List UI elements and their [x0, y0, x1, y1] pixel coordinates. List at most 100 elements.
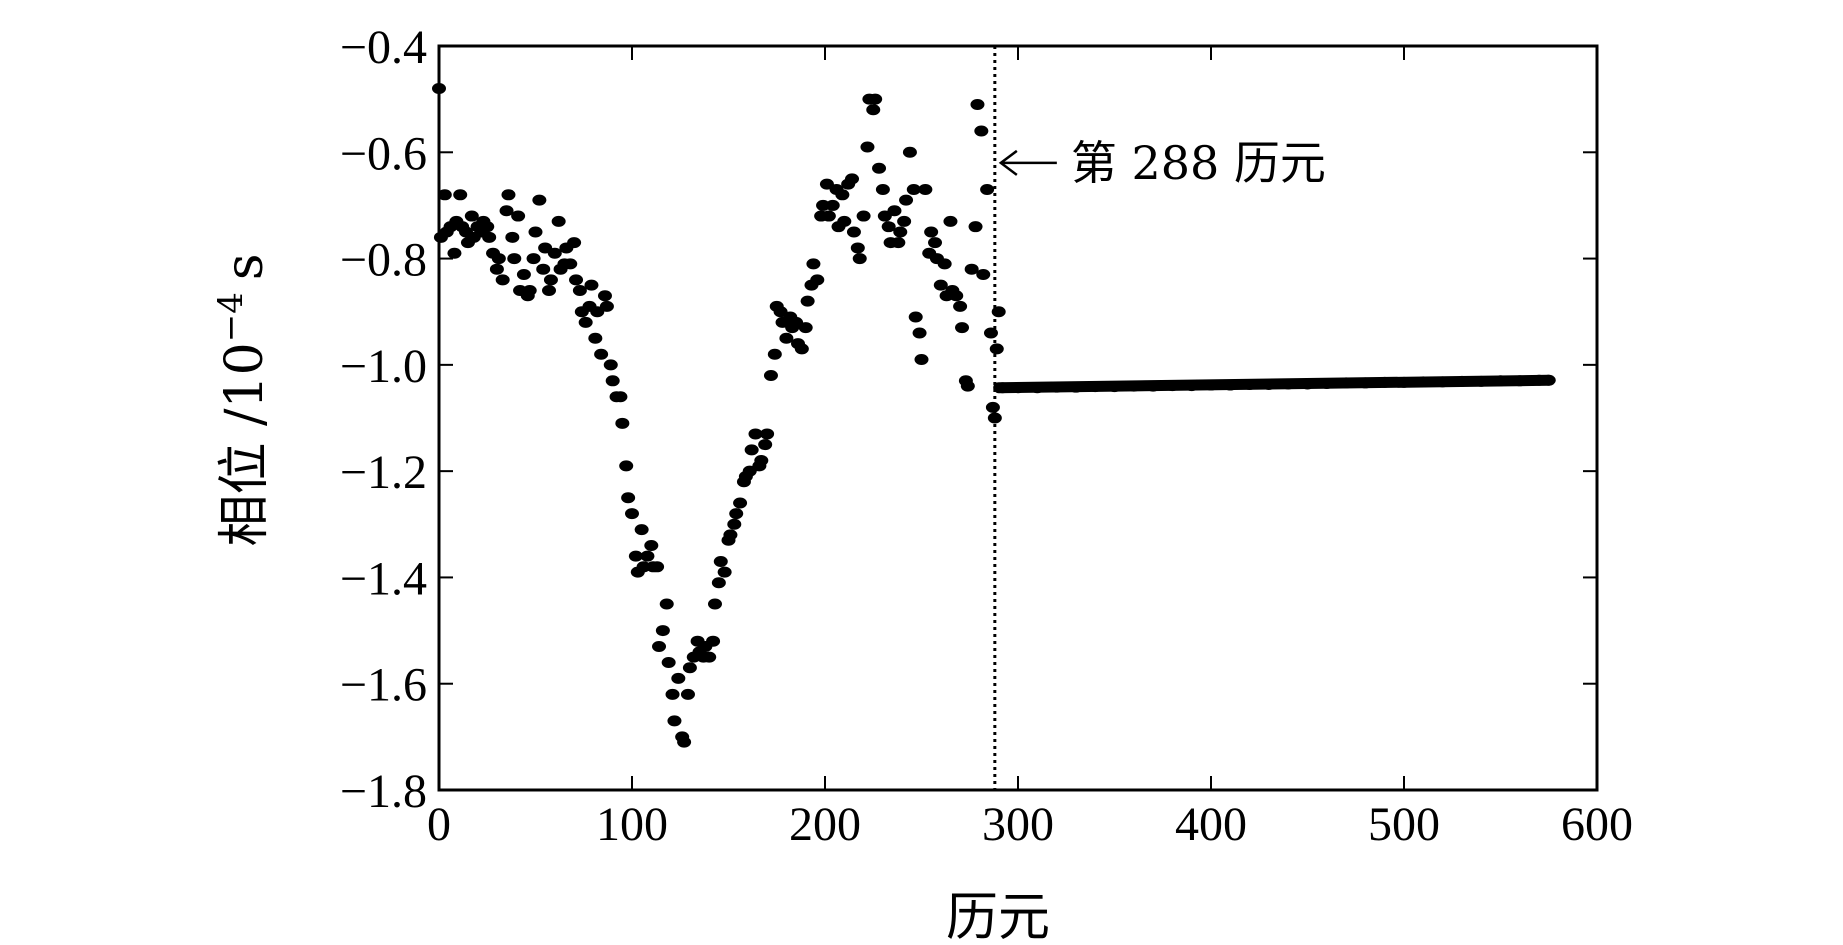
data-point: [1223, 379, 1238, 391]
data-point: [887, 205, 902, 217]
data-point: [937, 258, 952, 270]
data-point: [480, 221, 495, 233]
data-point: [597, 290, 612, 302]
data-point: [852, 253, 867, 265]
data-point: [680, 688, 695, 700]
data-point: [953, 300, 968, 312]
annotation-arrow-head: [998, 149, 1018, 176]
y-tick-label: −1.4: [340, 552, 427, 605]
data-point: [495, 274, 510, 286]
data-point: [860, 141, 875, 153]
data-point: [578, 316, 593, 328]
data-point: [567, 237, 582, 249]
data-point: [897, 215, 912, 227]
data-point: [532, 194, 547, 206]
data-point: [526, 253, 541, 265]
data-point: [594, 348, 609, 360]
data-point: [453, 189, 468, 201]
annotation-epoch-288: 第 288 历元: [1071, 136, 1326, 190]
data-point: [1397, 376, 1411, 388]
data-point: [800, 295, 815, 307]
data-point: [866, 104, 881, 116]
data-point: [501, 189, 516, 201]
data-point: [835, 189, 850, 201]
data-point: [893, 226, 908, 238]
data-point: [1512, 375, 1527, 387]
x-tick-label: 300: [982, 798, 1054, 851]
data-point: [914, 354, 929, 366]
data-point: [543, 274, 558, 286]
data-point: [640, 550, 655, 562]
data-point: [1068, 381, 1083, 393]
data-point: [970, 98, 985, 110]
data-point: [960, 380, 975, 392]
data-point: [1493, 375, 1508, 387]
data-point: [584, 279, 599, 291]
data-point: [912, 327, 927, 339]
data-point: [505, 231, 520, 243]
data-point: [928, 237, 943, 249]
data-point: [713, 555, 728, 567]
data-point: [744, 444, 759, 456]
data-point: [1049, 381, 1064, 393]
data-point: [754, 455, 769, 467]
x-tick-label: 0: [427, 798, 451, 851]
x-tick-label: 100: [596, 798, 668, 851]
data-point: [437, 189, 452, 201]
data-point: [1204, 379, 1218, 391]
x-axis-title: 历元: [946, 888, 1050, 945]
data-point: [846, 226, 861, 238]
data-point: [943, 215, 958, 227]
data-point: [547, 247, 562, 259]
data-point: [563, 258, 578, 270]
data-point: [522, 284, 537, 296]
data-point: [1541, 374, 1556, 386]
data-point: [491, 253, 506, 265]
data-point: [1030, 382, 1045, 394]
data-point: [671, 672, 686, 684]
data-point: [798, 322, 813, 334]
data-point: [933, 279, 948, 291]
data-point: [1532, 374, 1547, 386]
data-point: [603, 359, 618, 371]
data-point: [447, 247, 462, 259]
data-point: [599, 300, 614, 312]
data-point: [837, 215, 852, 227]
data-point: [613, 391, 628, 403]
data-point: [902, 146, 917, 158]
data-point: [636, 561, 651, 573]
data-point: [1474, 375, 1489, 387]
data-point: [711, 577, 726, 589]
data-point: [634, 524, 649, 536]
data-point: [989, 343, 1004, 355]
data-point: [1126, 380, 1141, 392]
data-point: [816, 199, 831, 211]
data-point: [918, 183, 933, 195]
data-point: [572, 284, 587, 296]
data-point: [702, 651, 717, 663]
data-point: [659, 598, 674, 610]
data-point: [891, 237, 906, 249]
data-point: [767, 348, 782, 360]
data-point: [1107, 381, 1122, 393]
data-layer: [432, 83, 1556, 748]
data-point: [906, 183, 921, 195]
y-tick-label: −0.8: [340, 234, 427, 287]
data-point: [1088, 381, 1103, 393]
data-point: [542, 284, 557, 296]
y-tick-label: −0.6: [340, 127, 427, 180]
data-point: [1377, 376, 1392, 388]
data-point: [661, 656, 676, 668]
data-point: [995, 382, 1010, 394]
x-tick-label: 500: [1368, 798, 1440, 851]
data-point: [964, 263, 979, 275]
data-point: [985, 401, 1000, 413]
data-point: [899, 194, 914, 206]
data-point: [682, 662, 697, 674]
y-tick-label: −1.2: [340, 446, 427, 499]
data-point: [1300, 378, 1315, 390]
data-point: [511, 210, 526, 222]
data-point: [507, 253, 522, 265]
data-point: [779, 332, 794, 344]
